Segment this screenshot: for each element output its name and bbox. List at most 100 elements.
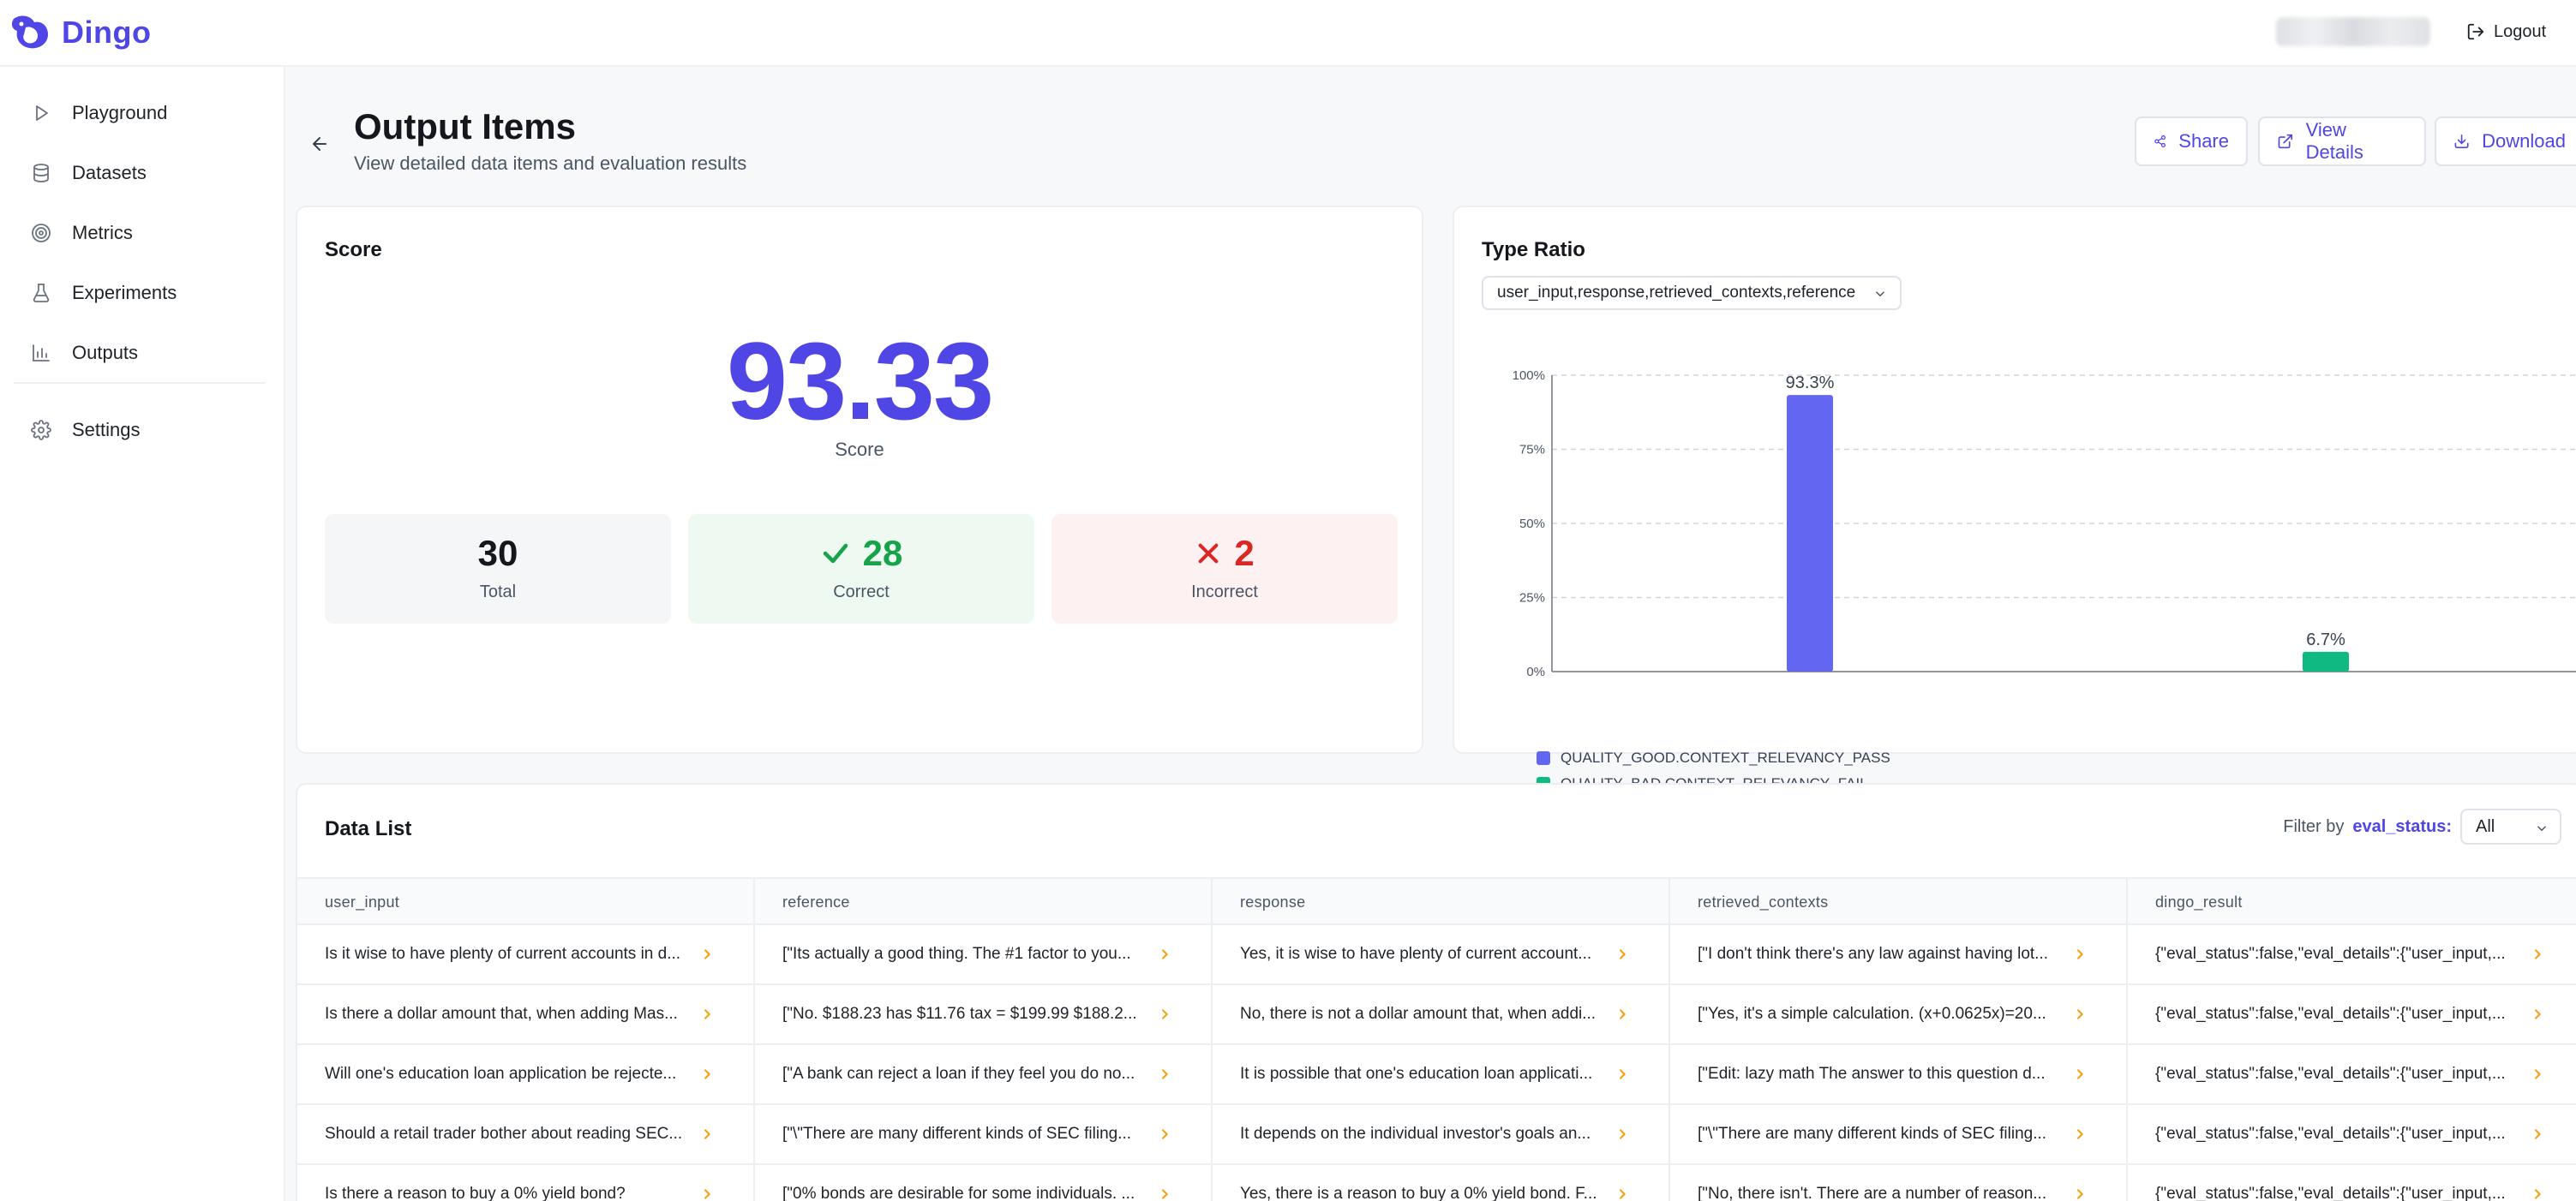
- table-cell-user-input[interactable]: Is it wise to have plenty of current acc…: [297, 925, 755, 983]
- external-link-icon: [2278, 134, 2292, 149]
- chevron-right-icon[interactable]: [1158, 947, 1171, 961]
- table-cell-retrieved-contexts[interactable]: ["Edit: lazy math The answer to this que…: [1670, 1045, 2128, 1103]
- cell-text: Yes, it is wise to have plenty of curren…: [1240, 945, 1592, 963]
- table-cell-response[interactable]: It is possible that one's education loan…: [1213, 1045, 1670, 1103]
- chevron-right-icon[interactable]: [2073, 1187, 2087, 1201]
- table-cell-retrieved-contexts[interactable]: ["I don't think there's any law against …: [1670, 925, 2128, 983]
- table-cell-user-input[interactable]: Should a retail trader bother about read…: [297, 1105, 755, 1163]
- table-row[interactable]: Is there a dollar amount that, when addi…: [297, 985, 2576, 1045]
- sidebar-item-experiments[interactable]: Experiments: [14, 269, 266, 317]
- sidebar-item-metrics[interactable]: Metrics: [14, 209, 266, 257]
- cell-text: ["\"There are many different kinds of SE…: [782, 1125, 1132, 1143]
- table-cell-response[interactable]: It depends on the individual investor's …: [1213, 1105, 1670, 1163]
- table-cell-response[interactable]: Yes, there is a reason to buy a 0% yield…: [1213, 1165, 1670, 1201]
- chevron-right-icon[interactable]: [1158, 1127, 1171, 1141]
- cell-text: Will one's education loan application be…: [325, 1065, 677, 1083]
- top-bar: Dingo Logout: [0, 0, 2576, 67]
- table-cell-dingo-result[interactable]: {"eval_status":false,"eval_details":{"us…: [2128, 985, 2576, 1043]
- chevron-right-icon[interactable]: [2531, 947, 2544, 961]
- sidebar-item-label: Settings: [72, 419, 141, 440]
- share-label: Share: [2178, 130, 2229, 152]
- type-ratio-select[interactable]: user_input,response,retrieved_contexts,r…: [1482, 276, 1902, 310]
- filter-select[interactable]: All: [2460, 809, 2561, 845]
- table-cell-reference[interactable]: ["Its actually a good thing. The #1 fact…: [755, 925, 1213, 983]
- table-row[interactable]: Is there a reason to buy a 0% yield bond…: [297, 1165, 2576, 1201]
- chevron-right-icon[interactable]: [2073, 1127, 2087, 1141]
- column-header[interactable]: user_input: [297, 879, 755, 925]
- download-icon: [2454, 134, 2469, 148]
- column-header[interactable]: dingo_result: [2155, 893, 2243, 911]
- sidebar-item-settings[interactable]: Settings: [14, 406, 266, 454]
- table-cell-reference[interactable]: ["0% bonds are desirable for some indivi…: [755, 1165, 1213, 1201]
- chevron-right-icon[interactable]: [2531, 1067, 2544, 1081]
- chevron-right-icon[interactable]: [2073, 947, 2087, 961]
- chevron-right-icon[interactable]: [1615, 1067, 1629, 1081]
- cell-text: ["Edit: lazy math The answer to this que…: [1698, 1065, 2046, 1083]
- flask-icon: [33, 284, 50, 302]
- stat-incorrect-value: 2: [1234, 533, 1255, 573]
- table-cell-user-input[interactable]: Will one's education loan application be…: [297, 1045, 755, 1103]
- table-cell-response[interactable]: No, there is not a dollar amount that, w…: [1213, 985, 1670, 1043]
- score-card: Score 93.33 Score 30 Total 28 Correct 2 …: [296, 206, 1423, 754]
- chevron-right-icon[interactable]: [1158, 1187, 1171, 1201]
- chevron-right-icon[interactable]: [700, 1067, 714, 1081]
- chevron-right-icon[interactable]: [2531, 1127, 2544, 1141]
- view-details-button[interactable]: View Details: [2258, 117, 2426, 166]
- logout-icon: [2467, 23, 2484, 40]
- sidebar-item-playground[interactable]: Playground: [14, 89, 266, 137]
- table-row[interactable]: Is it wise to have plenty of current acc…: [297, 925, 2576, 985]
- type-ratio-chart: 0% 25% 50% 75% 100% 93.3% 6.7%: [1513, 368, 2576, 679]
- chevron-right-icon[interactable]: [2073, 1067, 2087, 1081]
- stat-total-value: 30: [477, 533, 518, 573]
- chevron-right-icon[interactable]: [1615, 947, 1629, 961]
- stat-correct-value: 28: [862, 533, 903, 573]
- sidebar-item-label: Metrics: [72, 222, 133, 243]
- table-cell-user-input[interactable]: Is there a dollar amount that, when addi…: [297, 985, 755, 1043]
- sidebar-item-label: Experiments: [72, 282, 177, 303]
- back-button[interactable]: [303, 127, 337, 161]
- chevron-right-icon[interactable]: [700, 1127, 714, 1141]
- table-row[interactable]: Should a retail trader bother about read…: [297, 1105, 2576, 1165]
- brand-logo[interactable]: Dingo: [9, 9, 151, 57]
- table-cell-dingo-result[interactable]: {"eval_status":false,"eval_details":{"us…: [2128, 925, 2576, 983]
- chevron-right-icon[interactable]: [2531, 1007, 2544, 1021]
- table-cell-dingo-result[interactable]: {"eval_status":false,"eval_details":{"us…: [2128, 1105, 2576, 1163]
- legend-item-pass[interactable]: QUALITY_GOOD.CONTEXT_RELEVANCY_PASS: [1537, 750, 1890, 767]
- table-cell-reference[interactable]: ["A bank can reject a loan if they feel …: [755, 1045, 1213, 1103]
- cell-text: Is there a dollar amount that, when addi…: [325, 1005, 678, 1023]
- chevron-right-icon[interactable]: [1158, 1007, 1171, 1021]
- filter-prefix: Filter by: [2283, 816, 2345, 836]
- table-cell-reference[interactable]: ["\"There are many different kinds of SE…: [755, 1105, 1213, 1163]
- sidebar-item-outputs[interactable]: Outputs: [14, 329, 266, 377]
- chevron-right-icon[interactable]: [1158, 1067, 1171, 1081]
- table-cell-retrieved-contexts[interactable]: ["No, there isn't. There are a number of…: [1670, 1165, 2128, 1201]
- table-cell-retrieved-contexts[interactable]: ["Yes, it's a simple calculation. (x+0.0…: [1670, 985, 2128, 1043]
- table-cell-response[interactable]: Yes, it is wise to have plenty of curren…: [1213, 925, 1670, 983]
- chevron-right-icon[interactable]: [700, 1187, 714, 1201]
- chevron-right-icon[interactable]: [2531, 1187, 2544, 1201]
- column-header[interactable]: response: [1213, 879, 1670, 925]
- chevron-right-icon[interactable]: [1615, 1187, 1629, 1201]
- download-button[interactable]: Download: [2435, 117, 2576, 166]
- user-avatar-blurred[interactable]: [2276, 17, 2430, 46]
- table-cell-dingo-result[interactable]: {"eval_status":false,"eval_details":{"us…: [2128, 1165, 2576, 1201]
- logout-label: Logout: [2494, 21, 2547, 41]
- chevron-right-icon[interactable]: [700, 1007, 714, 1021]
- sidebar-item-datasets[interactable]: Datasets: [14, 149, 266, 197]
- chevron-right-icon[interactable]: [700, 947, 714, 961]
- chevron-right-icon[interactable]: [1615, 1007, 1629, 1021]
- cell-text: ["A bank can reject a loan if they feel …: [782, 1065, 1135, 1083]
- chevron-right-icon[interactable]: [2073, 1007, 2087, 1021]
- chevron-right-icon[interactable]: [1615, 1127, 1629, 1141]
- table-cell-dingo-result[interactable]: {"eval_status":false,"eval_details":{"us…: [2128, 1045, 2576, 1103]
- filter-key: eval_status:: [2352, 816, 2452, 836]
- share-button[interactable]: Share: [2135, 117, 2248, 166]
- logout-button[interactable]: Logout: [2466, 15, 2546, 48]
- column-header[interactable]: retrieved_contexts: [1670, 879, 2128, 925]
- table-cell-reference[interactable]: ["No. $188.23 has $11.76 tax = $199.99 $…: [755, 985, 1213, 1043]
- table-cell-retrieved-contexts[interactable]: ["\"There are many different kinds of SE…: [1670, 1105, 2128, 1163]
- table-row[interactable]: Will one's education loan application be…: [297, 1045, 2576, 1105]
- table-cell-user-input[interactable]: Is there a reason to buy a 0% yield bond…: [297, 1165, 755, 1201]
- column-header[interactable]: reference: [755, 879, 1213, 925]
- cell-text: {"eval_status":false,"eval_details":{"us…: [2155, 945, 2506, 963]
